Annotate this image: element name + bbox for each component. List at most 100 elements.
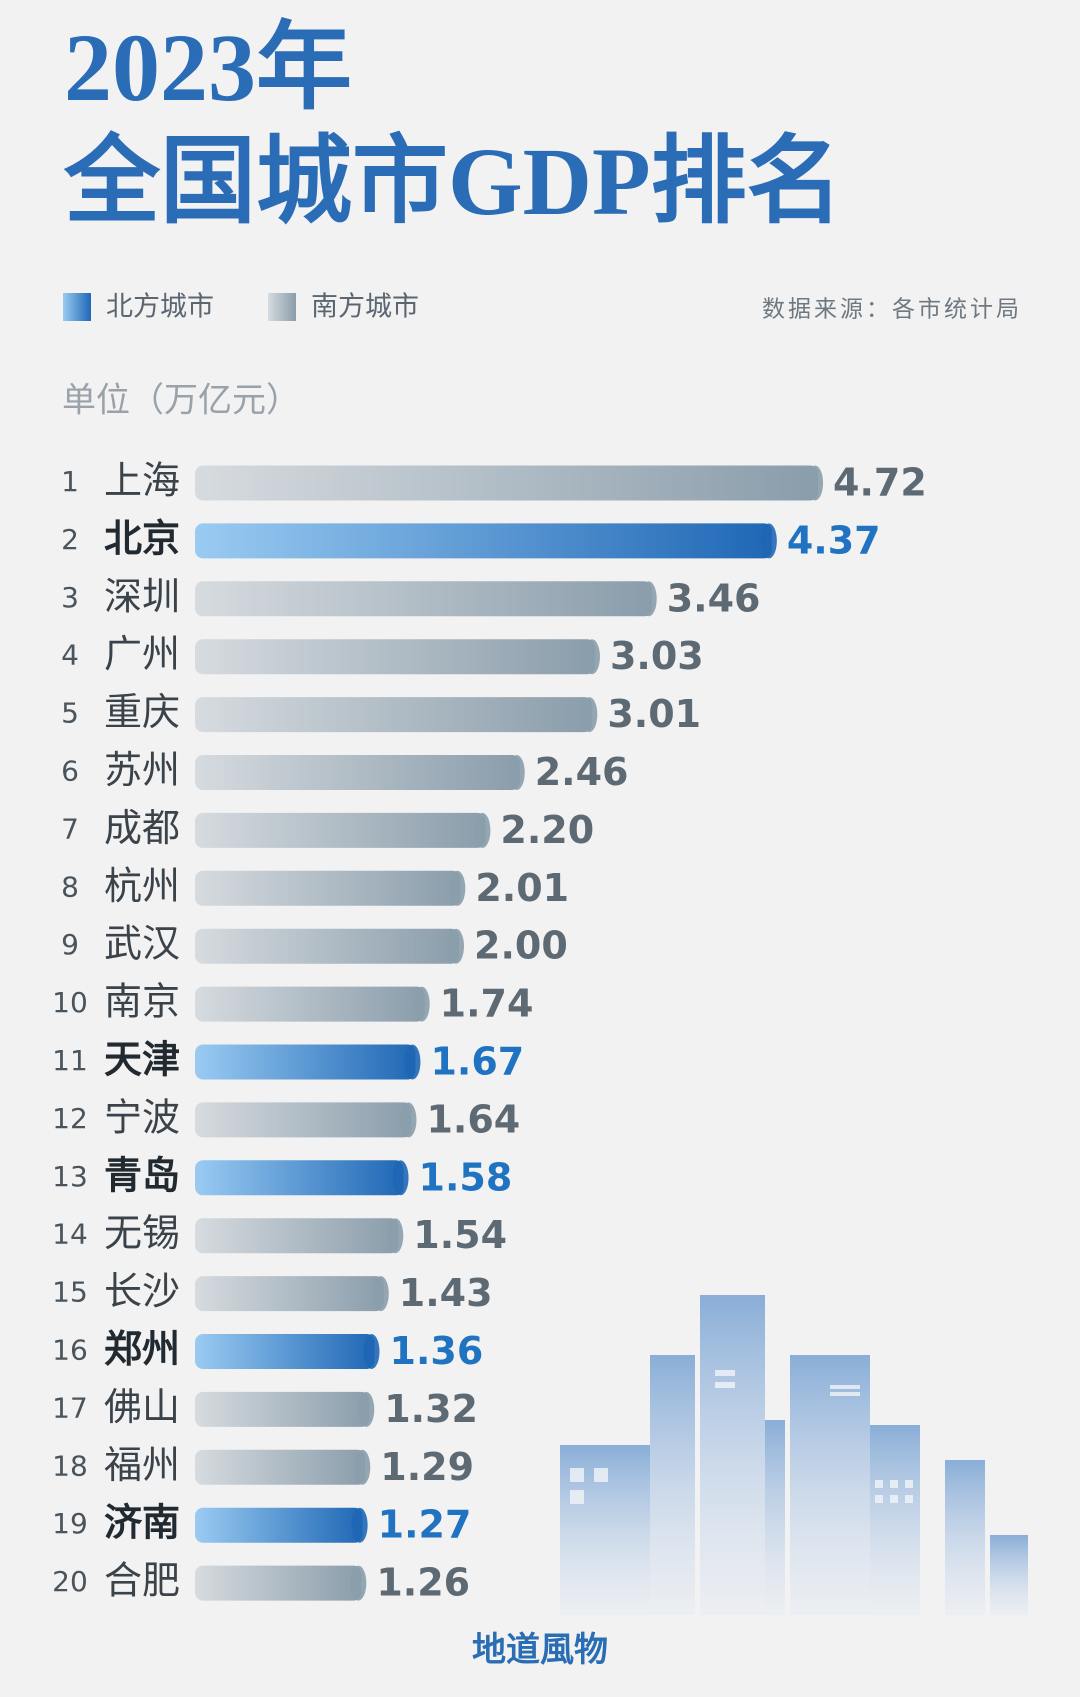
bar — [195, 812, 486, 848]
city-label: 南京 — [104, 980, 180, 1024]
rank: 4 — [61, 639, 79, 672]
city-label: 北京 — [104, 516, 180, 560]
bar-end — [387, 1218, 404, 1254]
bar-end — [508, 755, 525, 790]
subtitle: 全国城市GDP排名 — [63, 128, 843, 235]
building-windows — [570, 1370, 913, 1504]
value-label: 1.64 — [426, 1097, 520, 1141]
value-label: 1.26 — [376, 1561, 470, 1605]
rank: 18 — [52, 1449, 88, 1482]
rank: 1 — [61, 465, 79, 498]
bar-end — [350, 1565, 367, 1601]
legend-label: 南方城市 — [311, 292, 419, 323]
city-label: 佛山 — [104, 1385, 180, 1429]
bar-end — [392, 1160, 409, 1196]
bar — [195, 1565, 362, 1601]
bar — [195, 581, 652, 617]
value-label: 1.27 — [378, 1503, 472, 1547]
bar-end — [449, 870, 466, 906]
rank: 16 — [52, 1334, 88, 1367]
value-label: 3.01 — [607, 692, 701, 736]
rank: 12 — [52, 1102, 88, 1135]
value-label: 1.67 — [430, 1040, 524, 1084]
credit: 地道風物 — [472, 1631, 608, 1669]
rank: 20 — [52, 1565, 88, 1598]
rank: 13 — [52, 1160, 88, 1193]
bar-end — [358, 1391, 375, 1427]
city-label: 合肥 — [104, 1559, 180, 1603]
rank: 7 — [61, 812, 79, 845]
city-label: 广州 — [104, 632, 180, 676]
legend-swatch — [63, 293, 91, 321]
bar-end — [354, 1449, 371, 1485]
rank: 19 — [52, 1507, 88, 1540]
city-label: 长沙 — [104, 1269, 180, 1313]
value-label: 4.72 — [833, 461, 927, 505]
bar — [195, 1391, 370, 1427]
city-label: 青岛 — [104, 1153, 180, 1197]
bar — [195, 755, 520, 790]
bar — [195, 1507, 363, 1543]
city-label: 武汉 — [104, 922, 180, 966]
rank: 6 — [61, 755, 79, 788]
bar-end — [581, 697, 598, 733]
rank: 11 — [52, 1044, 88, 1077]
city-label: 重庆 — [104, 690, 180, 734]
bar-end — [760, 523, 777, 559]
rank: 2 — [61, 523, 79, 556]
unit: 单位（万亿元） — [62, 381, 300, 421]
rank: 8 — [61, 870, 79, 903]
bar — [195, 1449, 366, 1485]
city-label: 宁波 — [104, 1095, 180, 1139]
bar-end — [400, 1102, 417, 1138]
bar-end — [474, 812, 491, 848]
bar — [195, 1044, 416, 1080]
bar — [195, 523, 772, 559]
value-label: 3.46 — [667, 576, 761, 620]
value-label: 2.46 — [535, 750, 629, 794]
rank: 10 — [52, 986, 88, 1019]
bar — [195, 1334, 375, 1369]
value-label: 1.54 — [413, 1213, 507, 1257]
bar-end — [413, 986, 430, 1022]
bar — [195, 1218, 399, 1254]
city-label: 成都 — [104, 806, 180, 850]
value-label: 1.43 — [399, 1271, 493, 1315]
source: 数据来源：各市统计局 — [762, 297, 1022, 323]
legend-swatch — [268, 293, 296, 321]
bar-end — [363, 1334, 380, 1369]
city-label: 深圳 — [104, 574, 180, 618]
value-label: 1.36 — [390, 1329, 484, 1373]
bar — [195, 639, 595, 675]
rank: 5 — [61, 697, 79, 730]
value-label: 1.29 — [380, 1445, 474, 1489]
value-label: 2.00 — [474, 924, 568, 968]
city-label: 济南 — [104, 1501, 180, 1545]
bar-end — [640, 581, 657, 617]
value-label: 1.74 — [440, 982, 534, 1026]
value-label: 1.32 — [384, 1387, 478, 1431]
value-label: 1.58 — [419, 1155, 513, 1199]
bar-end — [351, 1507, 368, 1543]
value-label: 4.37 — [787, 518, 881, 562]
city-label: 天津 — [104, 1038, 180, 1082]
bar-end — [404, 1044, 421, 1080]
value-label: 2.01 — [475, 866, 569, 910]
title: 2023年 — [64, 14, 352, 121]
legend-label: 北方城市 — [106, 292, 214, 323]
city-label: 上海 — [104, 459, 180, 503]
bar-end — [372, 1276, 389, 1312]
rank: 15 — [52, 1276, 88, 1309]
bar-end — [583, 639, 600, 675]
value-label: 2.20 — [500, 808, 594, 852]
bar — [195, 1102, 412, 1138]
rank: 14 — [52, 1218, 88, 1251]
bar — [195, 465, 819, 501]
value-label: 3.03 — [610, 634, 704, 678]
bar — [195, 1160, 404, 1196]
city-label: 郑州 — [104, 1327, 180, 1371]
bar-end — [448, 928, 464, 964]
rank: 17 — [52, 1391, 88, 1424]
bar — [195, 928, 459, 964]
rank: 3 — [61, 581, 79, 614]
